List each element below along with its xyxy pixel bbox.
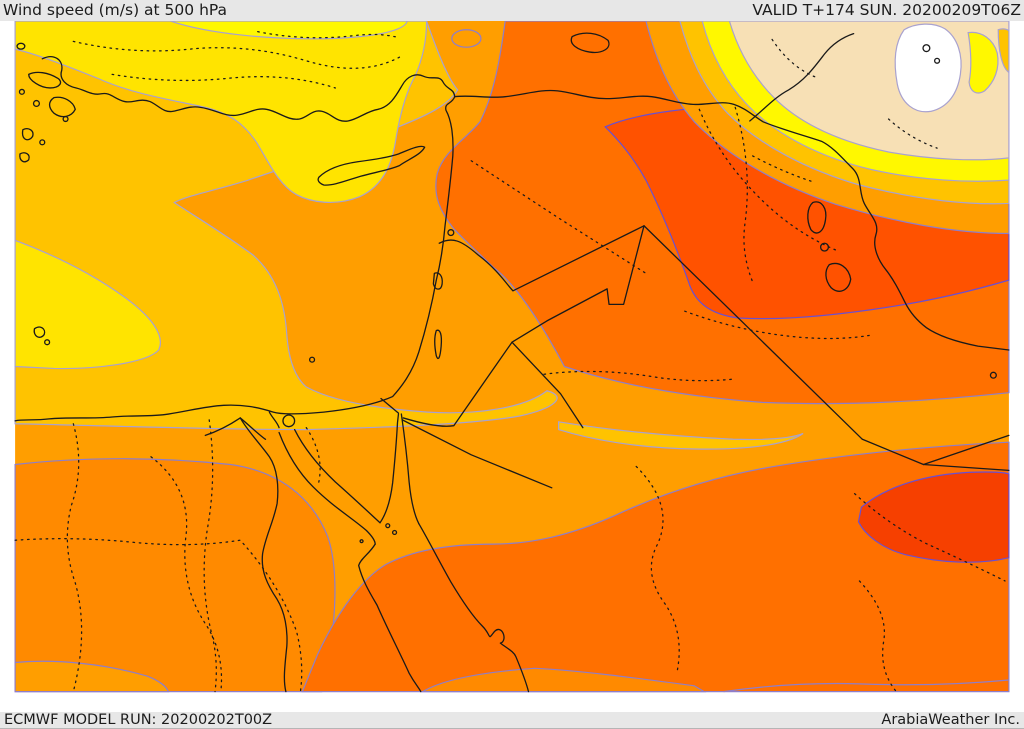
aegean-island	[33, 326, 46, 338]
admin-boundary-turkey-2	[111, 73, 336, 89]
band-gold-sliver-saudi	[557, 421, 804, 450]
bitter-lakes	[282, 414, 296, 428]
border-saudi-segment	[511, 341, 584, 429]
map-title: Wind speed (m/s) at 500 hPa	[3, 0, 228, 19]
band-yellow-crescent-corner	[967, 31, 999, 94]
gulf-of-aqaba-west-coast	[379, 413, 400, 524]
admin-boundary-iraq-3	[684, 310, 870, 340]
aegean-islands	[16, 42, 316, 363]
border-kuwait-north	[922, 434, 1010, 466]
contour-line-layer	[451, 29, 1009, 693]
band-yellow-turkey	[14, 21, 428, 204]
band-orange-pocket-bottom-center	[420, 667, 707, 693]
cyprus-island	[317, 145, 426, 186]
nile-delta-branch	[204, 417, 241, 437]
suez-canal	[268, 411, 280, 429]
admin-boundary-ne-3	[752, 155, 812, 182]
dead-sea	[432, 272, 443, 290]
border-syria-jordan	[438, 239, 514, 292]
model-run-label: ECMWF MODEL RUN: 20200202T00Z	[4, 711, 273, 728]
aegean-island	[39, 139, 46, 146]
band-yellow-wedge-west	[14, 239, 161, 370]
lake-razazah	[825, 262, 852, 292]
gulf-of-aqaba-east-coast	[400, 413, 420, 525]
admin-boundary-iraq-2	[734, 106, 754, 283]
border-jordan-iraq	[512, 225, 645, 292]
gulf-of-suez-west-coast	[278, 431, 376, 545]
lake-van	[570, 32, 610, 54]
lake-tharthar	[807, 201, 827, 234]
red-sea-east-coast	[418, 523, 530, 693]
aegean-island	[21, 128, 34, 141]
border-egypt-israel	[380, 397, 400, 414]
aegean-island	[32, 99, 41, 108]
admin-boundary-sinai	[305, 427, 321, 487]
gulf-islet	[989, 371, 997, 379]
admin-dotted-layer	[14, 31, 1006, 693]
border-layer	[380, 32, 1010, 489]
admin-boundary-saudi-north	[543, 370, 734, 382]
mediterranean-islet	[308, 356, 316, 363]
band-bright-yellow-strip	[170, 21, 408, 40]
aegean-island	[28, 71, 62, 89]
red-sea-islet	[359, 539, 364, 544]
border-saudi-coastal	[401, 419, 553, 489]
contour-fill-layer	[14, 21, 1010, 693]
valid-time-label: VALID T+174 SUN. 20200209T06Z	[752, 0, 1021, 19]
band-dark-orange-egypt	[14, 458, 336, 693]
aegean-island	[44, 339, 51, 346]
wadi-araba-lake	[434, 329, 443, 360]
admin-boundary-ne-1	[771, 38, 820, 79]
nile-delta-branch	[239, 417, 267, 440]
contour-map-svg	[14, 21, 1010, 693]
band-orange-pocket-bottom-left	[14, 660, 170, 693]
lake-armenia-small	[934, 57, 941, 64]
lakes	[432, 32, 997, 379]
band-gold-sliver-corner	[997, 28, 1010, 74]
title-bar: Wind speed (m/s) at 500 hPa VALID T+174 …	[0, 0, 1024, 21]
red-sea-west-coast	[358, 543, 422, 693]
band-white-calm-core	[894, 23, 962, 113]
border-turkey-syria-iraq-iran	[454, 89, 1010, 351]
admin-boundary-egypt-2	[150, 456, 223, 693]
aegean-island	[16, 42, 26, 50]
sea-of-galilee	[447, 229, 455, 237]
admin-boundary-saudi-1	[853, 493, 1006, 582]
map-canvas	[0, 21, 1024, 712]
aegean-island	[19, 152, 30, 163]
nile-and-red-sea	[204, 411, 530, 693]
nile-river	[239, 417, 288, 693]
credit-label: ArabiaWeather Inc.	[881, 711, 1020, 728]
band-deep-orange-south	[301, 441, 1010, 693]
aegean-island	[62, 115, 69, 123]
coastline-layer	[14, 32, 997, 693]
admin-boundary-egypt-3	[14, 538, 303, 693]
red-sea-islet	[385, 523, 391, 529]
admin-boundary-iraq-1	[698, 108, 839, 252]
aegean-island	[18, 88, 25, 95]
admin-boundary-turkey-1	[72, 40, 404, 69]
admin-boundary-saudi-3	[635, 465, 680, 673]
admin-boundary-turkey-3	[257, 31, 400, 39]
boundary-syria-iraq-dotted	[470, 160, 647, 274]
border-iraq-saudi	[643, 225, 864, 440]
contour-bottom-right	[723, 679, 1009, 693]
coastline-anatolia-levant-egypt	[14, 56, 456, 422]
border-turkey-iran	[749, 32, 855, 122]
band-deep-red-blob	[857, 471, 1010, 563]
admin-boundary-egypt-west	[66, 423, 83, 693]
red-sea-islet	[391, 529, 398, 536]
border-jordan-saudi	[402, 225, 645, 427]
status-bar: ECMWF MODEL RUN: 20200202T00Z ArabiaWeat…	[0, 712, 1024, 729]
admin-boundary-egypt-1	[203, 419, 217, 693]
lake-armenia	[922, 44, 931, 53]
contour-oval-top-center	[451, 29, 482, 48]
gulf-of-suez-east-coast	[293, 428, 381, 524]
